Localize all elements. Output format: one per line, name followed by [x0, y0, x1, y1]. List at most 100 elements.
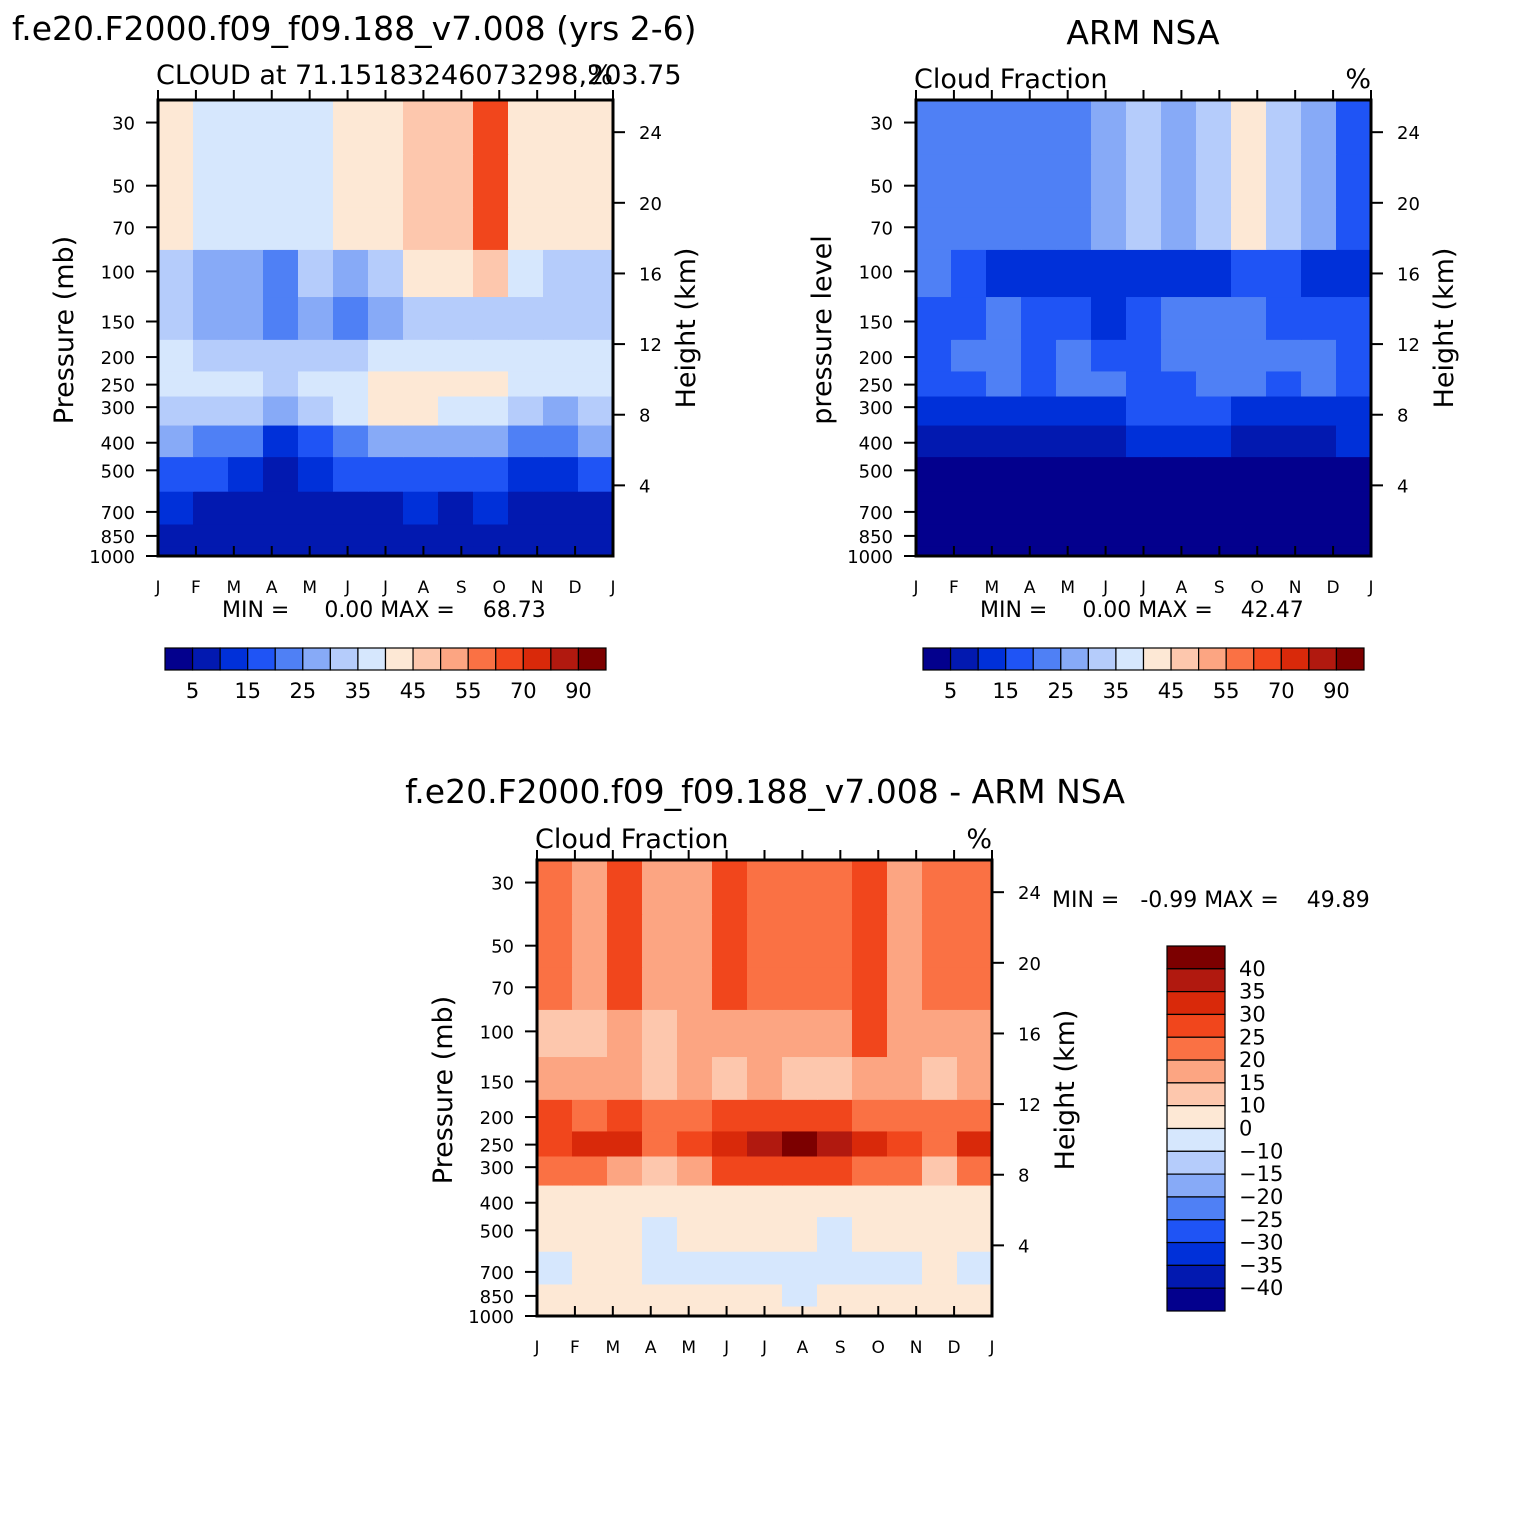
- contour-cell: [957, 914, 993, 968]
- y-tick-label: 200: [480, 1108, 514, 1129]
- x-tick-label: F: [191, 578, 201, 598]
- contour-cell: [1266, 523, 1302, 547]
- contour-cell: [1161, 100, 1197, 155]
- contour-cell: [333, 296, 369, 340]
- contour-cell: [957, 966, 993, 1010]
- contour-cell: [887, 1184, 923, 1218]
- y-tick-label: 30: [491, 874, 514, 895]
- y-tick-label: 1000: [847, 547, 893, 568]
- x-tick-label: M: [226, 578, 241, 598]
- y-tick-label: 200: [859, 348, 893, 369]
- colorbar-label: 20: [1239, 1048, 1266, 1072]
- contour-cell: [333, 100, 369, 155]
- contour-cell: [916, 545, 952, 557]
- colorbar-swatch: [164, 647, 194, 671]
- contour-cell: [1301, 491, 1337, 525]
- x-tick-label: N: [1289, 578, 1302, 598]
- contour-cell: [1091, 154, 1127, 208]
- colorbar-label: 45: [1158, 679, 1185, 703]
- contour-cell: [298, 456, 334, 492]
- colorbar-swatch: [357, 647, 387, 671]
- contour-cell: [951, 545, 987, 557]
- contour-cell: [957, 1283, 993, 1307]
- contour-cell: [543, 296, 579, 340]
- contour-cell: [543, 491, 579, 525]
- y-tick-label: 850: [480, 1287, 514, 1308]
- contour-cell: [712, 1216, 748, 1252]
- contour-cell: [193, 339, 229, 372]
- contour-cell: [957, 1056, 993, 1100]
- contour-cell: [473, 249, 509, 298]
- contour-cell: [572, 1009, 608, 1058]
- contour-cell: [543, 395, 579, 426]
- contour-cell: [1196, 491, 1232, 525]
- contour-cell: [578, 523, 614, 547]
- contour-cell: [158, 545, 194, 557]
- y-axis-label: Pressure (mb): [428, 996, 459, 1184]
- contour-cell: [578, 395, 614, 426]
- contour-cell: [782, 860, 818, 915]
- contour-cell: [438, 339, 474, 372]
- contour-cell: [228, 424, 264, 458]
- contour-cell: [537, 914, 573, 968]
- colorbar-swatch: [1166, 945, 1226, 970]
- x-tick-label: J: [1140, 578, 1146, 598]
- contour-cell: [473, 339, 509, 372]
- contour-cell: [642, 1184, 678, 1218]
- contour-cell: [887, 1283, 923, 1307]
- contour-cell: [1231, 395, 1267, 426]
- contour-cell: [537, 1283, 573, 1307]
- contour-cell: [403, 523, 439, 547]
- contour-cell: [1336, 424, 1372, 458]
- contour-cell: [1126, 523, 1162, 547]
- contour-cell: [333, 456, 369, 492]
- contour-cell: [403, 456, 439, 492]
- contour-cell: [747, 1056, 783, 1100]
- contour-cell: [817, 1184, 853, 1218]
- contour-cell: [473, 206, 509, 250]
- y-tick-label: 1000: [468, 1307, 514, 1328]
- contour-cell: [473, 100, 509, 155]
- contour-cell: [607, 1155, 643, 1186]
- colorbar-label: 90: [1323, 679, 1350, 703]
- colorbar-label: 90: [565, 679, 592, 703]
- contour-cell: [368, 339, 404, 372]
- contour-cell: [922, 1099, 958, 1132]
- colorbar: 5 15 25 35 45 55 70 90: [164, 647, 607, 703]
- contour-cell: [677, 1155, 713, 1186]
- contour-cell: [922, 1283, 958, 1307]
- contour-cell: [1091, 339, 1127, 372]
- contour-cell: [537, 1056, 573, 1100]
- y-tick-label: 700: [101, 503, 135, 524]
- colorbar-swatch: [1115, 647, 1145, 671]
- contour-cell: [263, 339, 299, 372]
- y-tick-label: 250: [480, 1136, 514, 1157]
- contour-cell: [1161, 249, 1197, 298]
- contour-cell: [578, 545, 614, 557]
- contour-cell: [817, 1155, 853, 1186]
- contour-cell: [1301, 339, 1337, 372]
- contour-cell: [263, 456, 299, 492]
- contour-cell: [1336, 370, 1372, 397]
- contour-cell: [193, 523, 229, 547]
- contour-cell: [607, 966, 643, 1010]
- contour-cell: [508, 395, 544, 426]
- contour-cell: [916, 154, 952, 208]
- contour-cell: [578, 456, 614, 492]
- contour-cell: [368, 206, 404, 250]
- colorbar-swatch: [1166, 1059, 1226, 1084]
- contour-cell: [298, 296, 334, 340]
- x-tick-label: N: [531, 578, 544, 598]
- y-axis-label: Pressure (mb): [49, 236, 80, 424]
- contour-cell: [817, 1056, 853, 1100]
- contour-cell: [1161, 370, 1197, 397]
- contour-cell: [158, 395, 194, 426]
- colorbar-swatch: [1280, 647, 1310, 671]
- contour-cell: [1196, 339, 1232, 372]
- contour-cell: [1196, 395, 1232, 426]
- y-tick-label: 70: [491, 978, 514, 999]
- contour-cell: [1056, 370, 1092, 397]
- contour-cell: [572, 966, 608, 1010]
- contour-cell: [473, 491, 509, 525]
- contour-cell: [607, 1099, 643, 1132]
